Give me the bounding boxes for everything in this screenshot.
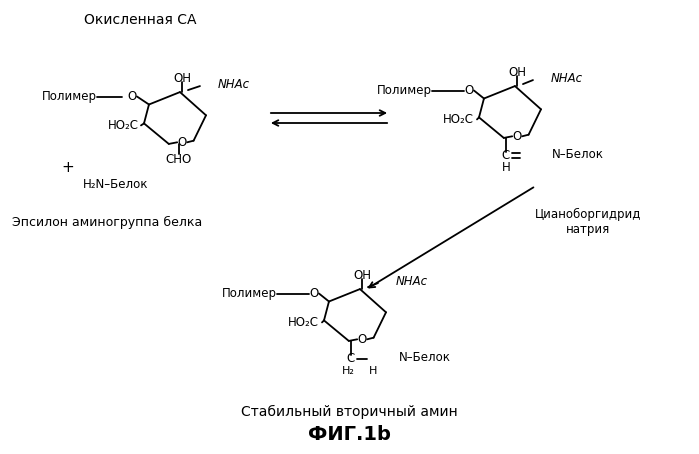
Text: NHAc: NHAc bbox=[218, 78, 250, 91]
Text: OH: OH bbox=[173, 72, 191, 84]
Text: C: C bbox=[502, 149, 510, 163]
Text: CHO: CHO bbox=[166, 153, 192, 167]
Text: C: C bbox=[347, 352, 355, 365]
Text: O: O bbox=[358, 333, 367, 346]
Text: Полимер: Полимер bbox=[377, 84, 432, 97]
Text: Полимер: Полимер bbox=[42, 90, 97, 103]
Text: N–Белок: N–Белок bbox=[552, 148, 604, 162]
Text: N–Белок: N–Белок bbox=[399, 351, 451, 365]
Text: HO₂C: HO₂C bbox=[108, 119, 139, 132]
Text: Окисленная СА: Окисленная СА bbox=[84, 13, 196, 27]
Text: Эпсилон аминогруппа белка: Эпсилон аминогруппа белка bbox=[12, 216, 202, 228]
Text: NHAc: NHAc bbox=[396, 275, 428, 287]
Text: H: H bbox=[368, 366, 377, 376]
Text: Цианоборгидрид
натрия: Цианоборгидрид натрия bbox=[535, 208, 641, 236]
Text: OH: OH bbox=[353, 269, 371, 281]
Text: NHAc: NHAc bbox=[551, 72, 583, 84]
Text: +: + bbox=[62, 161, 74, 176]
Text: H: H bbox=[501, 162, 510, 174]
Text: O: O bbox=[464, 84, 474, 97]
Text: O: O bbox=[127, 90, 136, 103]
Text: Полимер: Полимер bbox=[222, 287, 277, 300]
Text: H₂: H₂ bbox=[343, 366, 355, 376]
Text: HO₂C: HO₂C bbox=[288, 316, 319, 329]
Text: O: O bbox=[310, 287, 319, 300]
Text: HO₂C: HO₂C bbox=[443, 113, 474, 126]
Text: OH: OH bbox=[508, 65, 526, 79]
Text: Стабильный вторичный амин: Стабильный вторичный амин bbox=[240, 405, 457, 419]
Text: H₂N–Белок: H₂N–Белок bbox=[83, 178, 148, 192]
Text: O: O bbox=[178, 136, 187, 149]
Text: ФИГ.1b: ФИГ.1b bbox=[308, 425, 391, 444]
Text: O: O bbox=[512, 130, 522, 143]
